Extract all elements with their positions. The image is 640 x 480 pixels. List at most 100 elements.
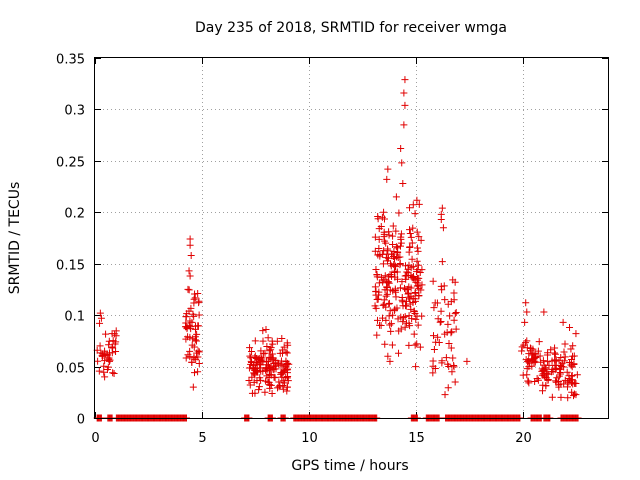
data-point [389,222,397,230]
data-point [431,364,439,372]
data-point [411,341,419,349]
data-point [251,337,259,345]
x-tick-label: 10 [301,431,318,446]
data-point [105,341,113,349]
data-point [406,226,414,234]
data-point [542,365,550,373]
data-point [385,300,393,308]
data-point [194,289,202,297]
data-point [556,365,564,373]
data-point [386,271,394,279]
data-point [525,350,533,358]
data-point [430,346,438,354]
data-point [256,374,264,382]
data-point [372,288,380,296]
data-point [450,316,458,324]
data-point [437,282,445,290]
data-point [195,311,203,319]
data-point [413,282,421,290]
data-point [385,228,393,236]
data-point [283,366,291,374]
data-point [409,224,417,232]
data-point [413,244,421,252]
data-point [383,286,391,294]
data-point [373,296,381,304]
data-point [371,247,379,255]
data-point [380,215,388,223]
data-point [261,388,269,396]
data-point [263,361,271,369]
data-point [557,354,565,362]
data-point [376,252,384,260]
data-point [441,330,449,338]
data-point [442,354,450,362]
data-point [406,243,414,251]
data-point [393,268,401,276]
data-point [263,372,271,380]
data-point [396,284,404,292]
data-point [183,325,191,333]
y-tick-label: 0 [77,413,85,428]
data-point [397,313,405,321]
data-point [273,337,281,345]
data-point [265,347,273,355]
data-point [417,236,425,244]
data-point [392,227,400,235]
data-point [186,347,194,355]
data-point [374,212,382,220]
data-point [414,281,422,289]
data-point [182,354,190,362]
data-point [270,360,278,368]
data-point [539,357,547,365]
data-point [564,394,572,402]
data-point [272,365,280,373]
data-point [450,296,458,304]
data-point [389,311,397,319]
data-point [96,309,104,317]
data-point [397,230,405,238]
data-point [551,344,559,352]
data-point [391,287,399,295]
data-point [245,364,253,372]
data-point [401,313,409,321]
data-point [246,344,254,352]
data-point [389,241,397,249]
data-point [413,340,421,348]
data-point [432,338,440,346]
data-point [451,378,459,386]
data-point [415,233,423,241]
data-point [259,337,267,345]
data-point [380,230,388,238]
data-point [194,347,202,355]
data-point [279,368,287,376]
data-point [392,193,400,201]
y-tick-label: 0.35 [56,53,85,68]
data-point [540,308,548,316]
data-point [267,344,275,352]
data-point [429,332,437,340]
data-point [94,357,102,365]
data-point [374,316,382,324]
data-point [552,378,560,386]
data-point [384,165,392,173]
data-point [569,342,577,350]
data-point [409,201,417,209]
data-point [569,352,577,360]
data-point [438,359,446,367]
data-point [436,318,444,326]
data-point [251,365,259,373]
data-point [408,255,416,263]
data-point [372,266,380,274]
data-point [399,298,407,306]
y-tick-labels: 0 0.05 0.1 0.15 0.2 0.25 0.3 0.35 [56,53,85,428]
data-point [397,145,405,153]
data-point [247,354,255,362]
data-point [382,316,390,324]
data-point [262,326,270,334]
x-tick-label: 0 [91,431,99,446]
data-point [450,289,458,297]
data-point [413,196,421,204]
data-point [406,230,414,238]
x-axis-label: GPS time / hours [291,458,408,474]
data-point [189,383,197,391]
